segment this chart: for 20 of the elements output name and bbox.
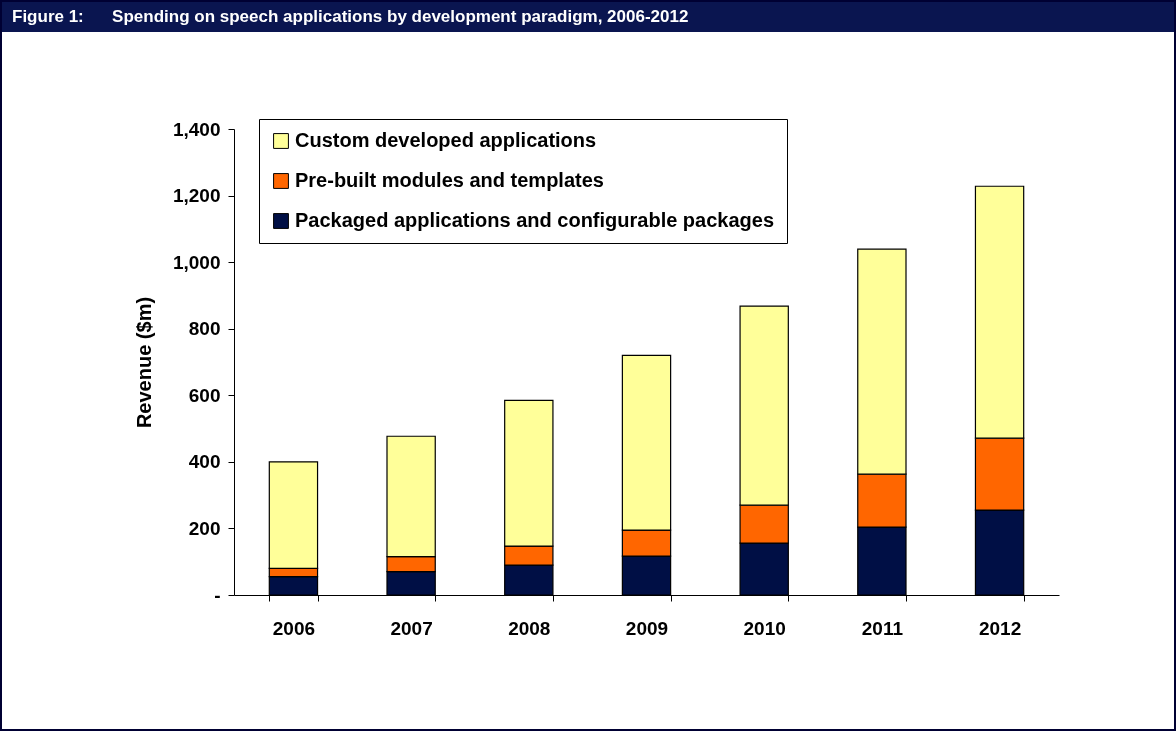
y-tick-label: 800 (188, 318, 221, 340)
chart-title: Figure 1: Spending on speech applications by development paradigm, 2006-2012 (2, 2, 1174, 32)
x-tick-label: 2007 (390, 617, 433, 639)
legend-label: Custom developed applications (295, 129, 597, 151)
y-tick-label: 1,200 (172, 185, 221, 207)
y-tick-label: 600 (188, 384, 221, 406)
x-tick-label: 2009 (625, 617, 669, 639)
y-tick-label: 1,000 (172, 251, 221, 273)
y-tick-label: 200 (188, 517, 221, 539)
legend-label: Packaged applications and configurable packages (295, 209, 775, 231)
y-tick-label: 1,400 (172, 118, 221, 140)
y-tick-label: 400 (188, 451, 221, 473)
y-tick-label: - (214, 584, 221, 606)
x-tick-label: 2006 (272, 617, 316, 639)
x-tick-label: 2012 (978, 617, 1022, 639)
x-tick-label: 2010 (743, 617, 786, 639)
x-tick-label: 2008 (508, 617, 551, 639)
x-tick-label: 2011 (861, 617, 904, 639)
y-axis-title: Revenue ($m) (132, 296, 155, 429)
legend-label: Pre-built modules and templates (295, 169, 604, 191)
